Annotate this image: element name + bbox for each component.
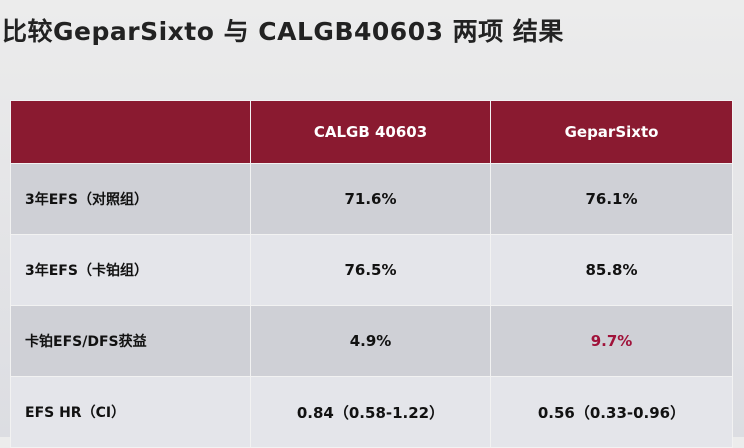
cell: 9.7% xyxy=(490,305,733,377)
header-cell: GeparSixto xyxy=(490,100,733,164)
row-label: EFS HR（CI） xyxy=(10,376,251,448)
cell: 71.6% xyxy=(250,163,491,235)
row-label: 卡铂EFS/DFS获益 xyxy=(10,305,251,377)
header-row: CALGB 40603 GeparSixto xyxy=(10,100,733,164)
row: 3年EFS（对照组） 71.6% 76.1% xyxy=(10,163,733,235)
row: 3年EFS（卡铂组） 76.5% 85.8% xyxy=(10,234,733,306)
cell: 4.9% xyxy=(250,305,491,377)
cell: 85.8% xyxy=(490,234,733,306)
header-cell xyxy=(10,100,251,164)
header-cell: CALGB 40603 xyxy=(250,100,491,164)
cell: 76.5% xyxy=(250,234,491,306)
row: EFS HR（CI） 0.84（0.58-1.22） 0.56（0.33-0.9… xyxy=(10,376,733,448)
cell: 76.1% xyxy=(490,163,733,235)
slide-title: 比较GeparSixto 与 CALGB40603 两项 结果 xyxy=(2,17,564,46)
comparison-table: CALGB 40603 GeparSixto 3年EFS（对照组） 71.6% … xyxy=(10,100,733,448)
row: 卡铂EFS/DFS获益 4.9% 9.7% xyxy=(10,305,733,377)
row-label: 3年EFS（对照组） xyxy=(10,163,251,235)
row-label: 3年EFS（卡铂组） xyxy=(10,234,251,306)
